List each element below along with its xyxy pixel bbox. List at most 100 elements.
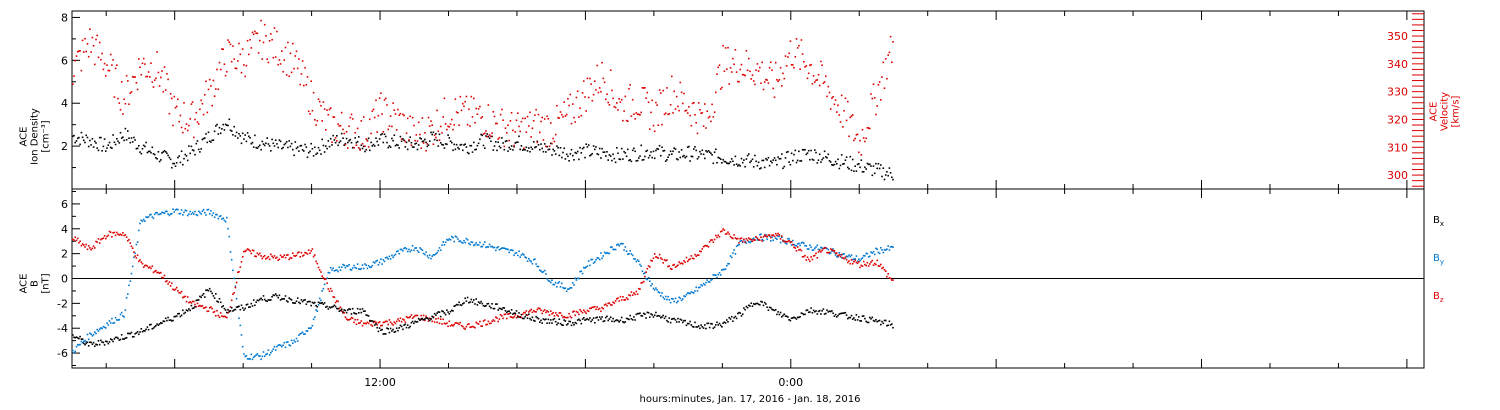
- bz-series-point: [305, 252, 308, 254]
- by-series-point: [892, 246, 894, 248]
- bx-series-point: [226, 311, 228, 314]
- by-series-point: [425, 251, 427, 253]
- bz-series-point: [375, 321, 377, 324]
- ion-density-series-point: [406, 148, 409, 151]
- bz-series-point: [682, 263, 684, 265]
- bz-series-point: [262, 255, 265, 258]
- by-series-point: [437, 249, 440, 252]
- bz-series-point: [529, 309, 531, 312]
- by-series-point: [596, 257, 598, 259]
- bx-series-point: [724, 322, 727, 324]
- ion-density-series-point: [774, 159, 777, 162]
- ion-density-series-point: [854, 165, 856, 167]
- bx-series-point: [589, 317, 591, 319]
- bz-series-point: [323, 278, 326, 281]
- velocity-series-point: [618, 98, 620, 100]
- ion-density-series-point: [233, 125, 235, 128]
- ion-density-series-point: [76, 137, 79, 140]
- bx-series-point: [108, 341, 111, 343]
- velocity-series-point: [580, 114, 583, 117]
- bz-series-point: [415, 314, 418, 317]
- bz-series-point: [616, 298, 618, 300]
- ion-density-series-point: [471, 151, 474, 153]
- bx-series-point: [146, 326, 149, 328]
- bx-series-point: [728, 316, 730, 319]
- bz-series-point: [218, 316, 221, 318]
- bz-series-point: [876, 259, 878, 262]
- velocity-series-point: [202, 113, 205, 116]
- by-series-point: [322, 287, 325, 290]
- velocity-series-point: [480, 117, 482, 119]
- velocity-series-point: [727, 46, 729, 49]
- bx-series-point: [288, 297, 290, 299]
- bx-series-point: [199, 295, 201, 298]
- ion-density-series-point: [96, 147, 98, 149]
- by-series-point: [92, 333, 95, 336]
- ion-density-series-point: [256, 147, 259, 149]
- velocity-series-point: [876, 105, 878, 107]
- bx-series-point: [861, 315, 864, 317]
- ion-density-series: [72, 118, 894, 181]
- ion-density-series-point: [880, 164, 882, 166]
- by-series-point: [405, 248, 408, 250]
- bz-series-point: [488, 322, 491, 325]
- ion-density-series-point: [562, 151, 564, 154]
- by-series-point: [394, 253, 397, 256]
- velocity-series-point: [238, 42, 240, 45]
- bx-series-point: [105, 340, 107, 343]
- bz-series-point: [717, 234, 719, 237]
- ion-density-series-point: [370, 141, 372, 144]
- bx-series-point: [514, 312, 517, 315]
- bx-series-point: [811, 312, 814, 314]
- bx-series-point: [765, 303, 767, 305]
- by-series-point: [271, 350, 273, 352]
- ion-density-series-point: [163, 150, 166, 152]
- bz-series-point: [772, 234, 774, 236]
- bx-series-point: [285, 300, 288, 302]
- bx-series-point: [186, 310, 189, 312]
- velocity-series-point: [612, 97, 614, 100]
- bz-series-point: [439, 318, 442, 320]
- bx-series-point: [752, 303, 755, 305]
- by-series-point: [515, 251, 518, 254]
- ion-density-series-point: [372, 143, 375, 146]
- bz-series-point: [175, 286, 178, 289]
- velocity-series-point: [142, 57, 145, 60]
- by-series-point: [880, 247, 882, 249]
- bz-series-point: [271, 255, 273, 258]
- bx-series-point: [671, 318, 673, 320]
- ion-density-series-point: [652, 150, 655, 153]
- velocity-series-point: [283, 59, 286, 61]
- bz-series-point: [646, 267, 649, 270]
- velocity-series-point: [487, 104, 490, 106]
- bx-series-point: [305, 303, 308, 305]
- bx-series-point: [163, 320, 166, 323]
- velocity-series-point: [211, 104, 213, 107]
- bx-series-point: [206, 289, 209, 291]
- velocity-series-point: [880, 99, 882, 101]
- velocity-series-point: [79, 50, 81, 52]
- bz-series-point: [543, 309, 546, 311]
- by-series-point: [125, 297, 128, 299]
- velocity-series-point: [226, 71, 228, 73]
- ion-density-series-point: [398, 147, 400, 149]
- bz-series-point: [336, 300, 338, 302]
- bx-series-point: [466, 296, 469, 299]
- bx-series-point: [216, 300, 218, 303]
- by-series-point: [147, 216, 150, 218]
- bx-series: [72, 287, 894, 347]
- velocity-series-point: [506, 132, 508, 134]
- ion-density-series-point: [504, 140, 507, 143]
- velocity-series-point: [449, 123, 452, 125]
- bz-series-point: [311, 248, 314, 250]
- ion-density-series-point: [578, 158, 580, 161]
- velocity-series-point: [388, 125, 391, 127]
- bx-series-point: [532, 319, 535, 322]
- bx-series-point: [388, 331, 391, 334]
- ion-density-series-point: [721, 162, 723, 164]
- velocity-series-point: [168, 112, 171, 115]
- bz-series-point: [408, 316, 410, 319]
- velocity-series-point: [576, 90, 579, 93]
- velocity-series-point: [617, 109, 619, 111]
- ion-density-series-point: [454, 148, 457, 151]
